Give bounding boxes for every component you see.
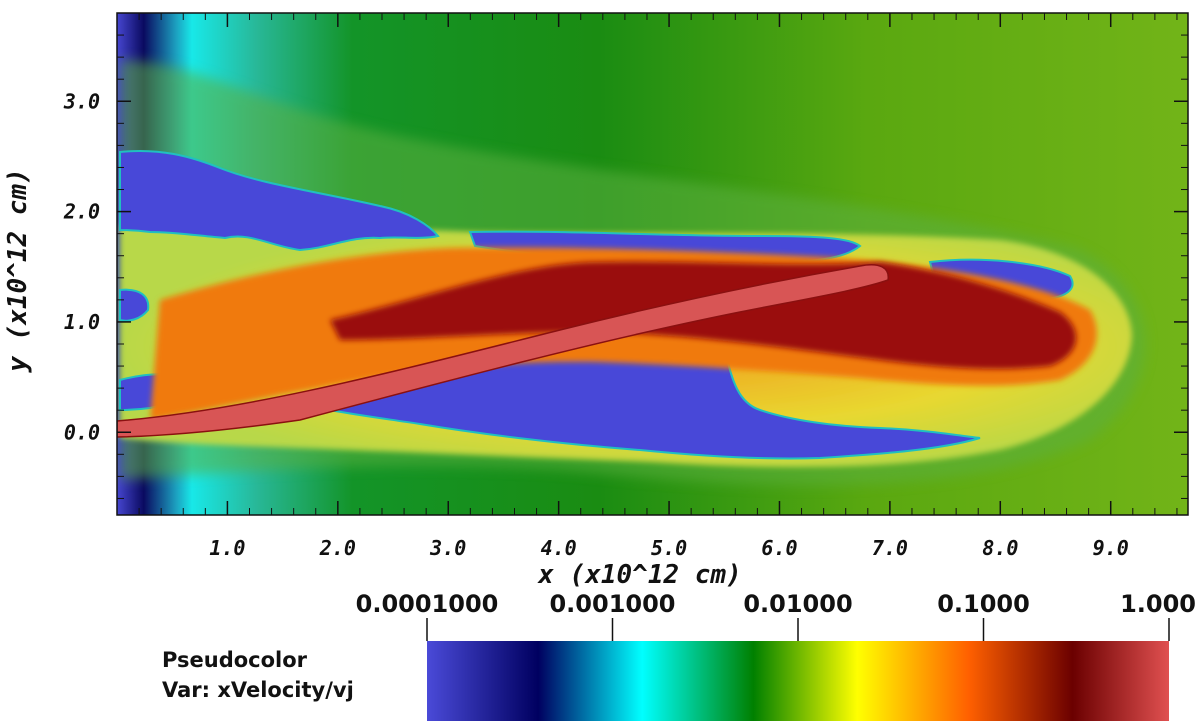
x-axis-ticks — [226, 13, 1112, 515]
y-tick-label: 3.0 — [63, 89, 100, 113]
x-tick-label: 7.0 — [872, 536, 908, 560]
plot-frame — [116, 12, 1189, 516]
x-tick-label: 5.0 — [651, 536, 687, 560]
y-axis-tick-labels: 0.0 1.0 2.0 3.0 — [63, 89, 100, 444]
x-axis-minor-ticks — [138, 13, 1178, 515]
plot-type-label: Pseudocolor — [162, 648, 308, 672]
x-tick-label: 4.0 — [541, 536, 577, 560]
jet-beam — [117, 264, 889, 438]
variable-label: Var: xVelocity/vj — [162, 678, 354, 702]
colorbar-tick-label: 0.001000 — [549, 590, 675, 618]
y-axis-minor-ticks — [117, 34, 1188, 499]
x-axis-title: x (x10^12 cm) — [537, 560, 742, 590]
y-tick-label: 2.0 — [63, 200, 100, 224]
x-tick-label: 9.0 — [1093, 536, 1129, 560]
y-axis-title: y (x10^12 cm) — [3, 168, 33, 374]
colorbar-tick-label: 0.0001000 — [356, 590, 499, 618]
y-axis-ticks — [117, 100, 1188, 434]
colorbar-tick-label: 0.1000 — [937, 590, 1030, 618]
x-tick-label: 1.0 — [209, 536, 245, 560]
mid-pocket-left — [119, 288, 150, 322]
x-tick-label: 8.0 — [982, 536, 1018, 560]
colorbar-tick-labels: 0.0001000 0.001000 0.01000 0.1000 1.000 — [356, 590, 1196, 618]
upper-low-velocity-pocket — [119, 149, 440, 252]
colorbar — [427, 641, 1169, 721]
heatmap-field — [117, 13, 1188, 515]
x-axis-tick-labels: 1.0 2.0 3.0 4.0 5.0 6.0 7.0 8.0 9.0 — [209, 536, 1128, 560]
x-tick-label: 3.0 — [429, 536, 466, 560]
y-tick-label: 0.0 — [64, 420, 100, 444]
x-tick-label: 2.0 — [319, 536, 356, 560]
colorbar-tick-label: 0.01000 — [743, 590, 852, 618]
y-tick-label: 1.0 — [64, 310, 100, 334]
colorbar-ticks — [426, 618, 1170, 641]
x-tick-label: 6.0 — [761, 536, 797, 560]
colorbar-tick-label: 1.000 — [1120, 590, 1196, 618]
